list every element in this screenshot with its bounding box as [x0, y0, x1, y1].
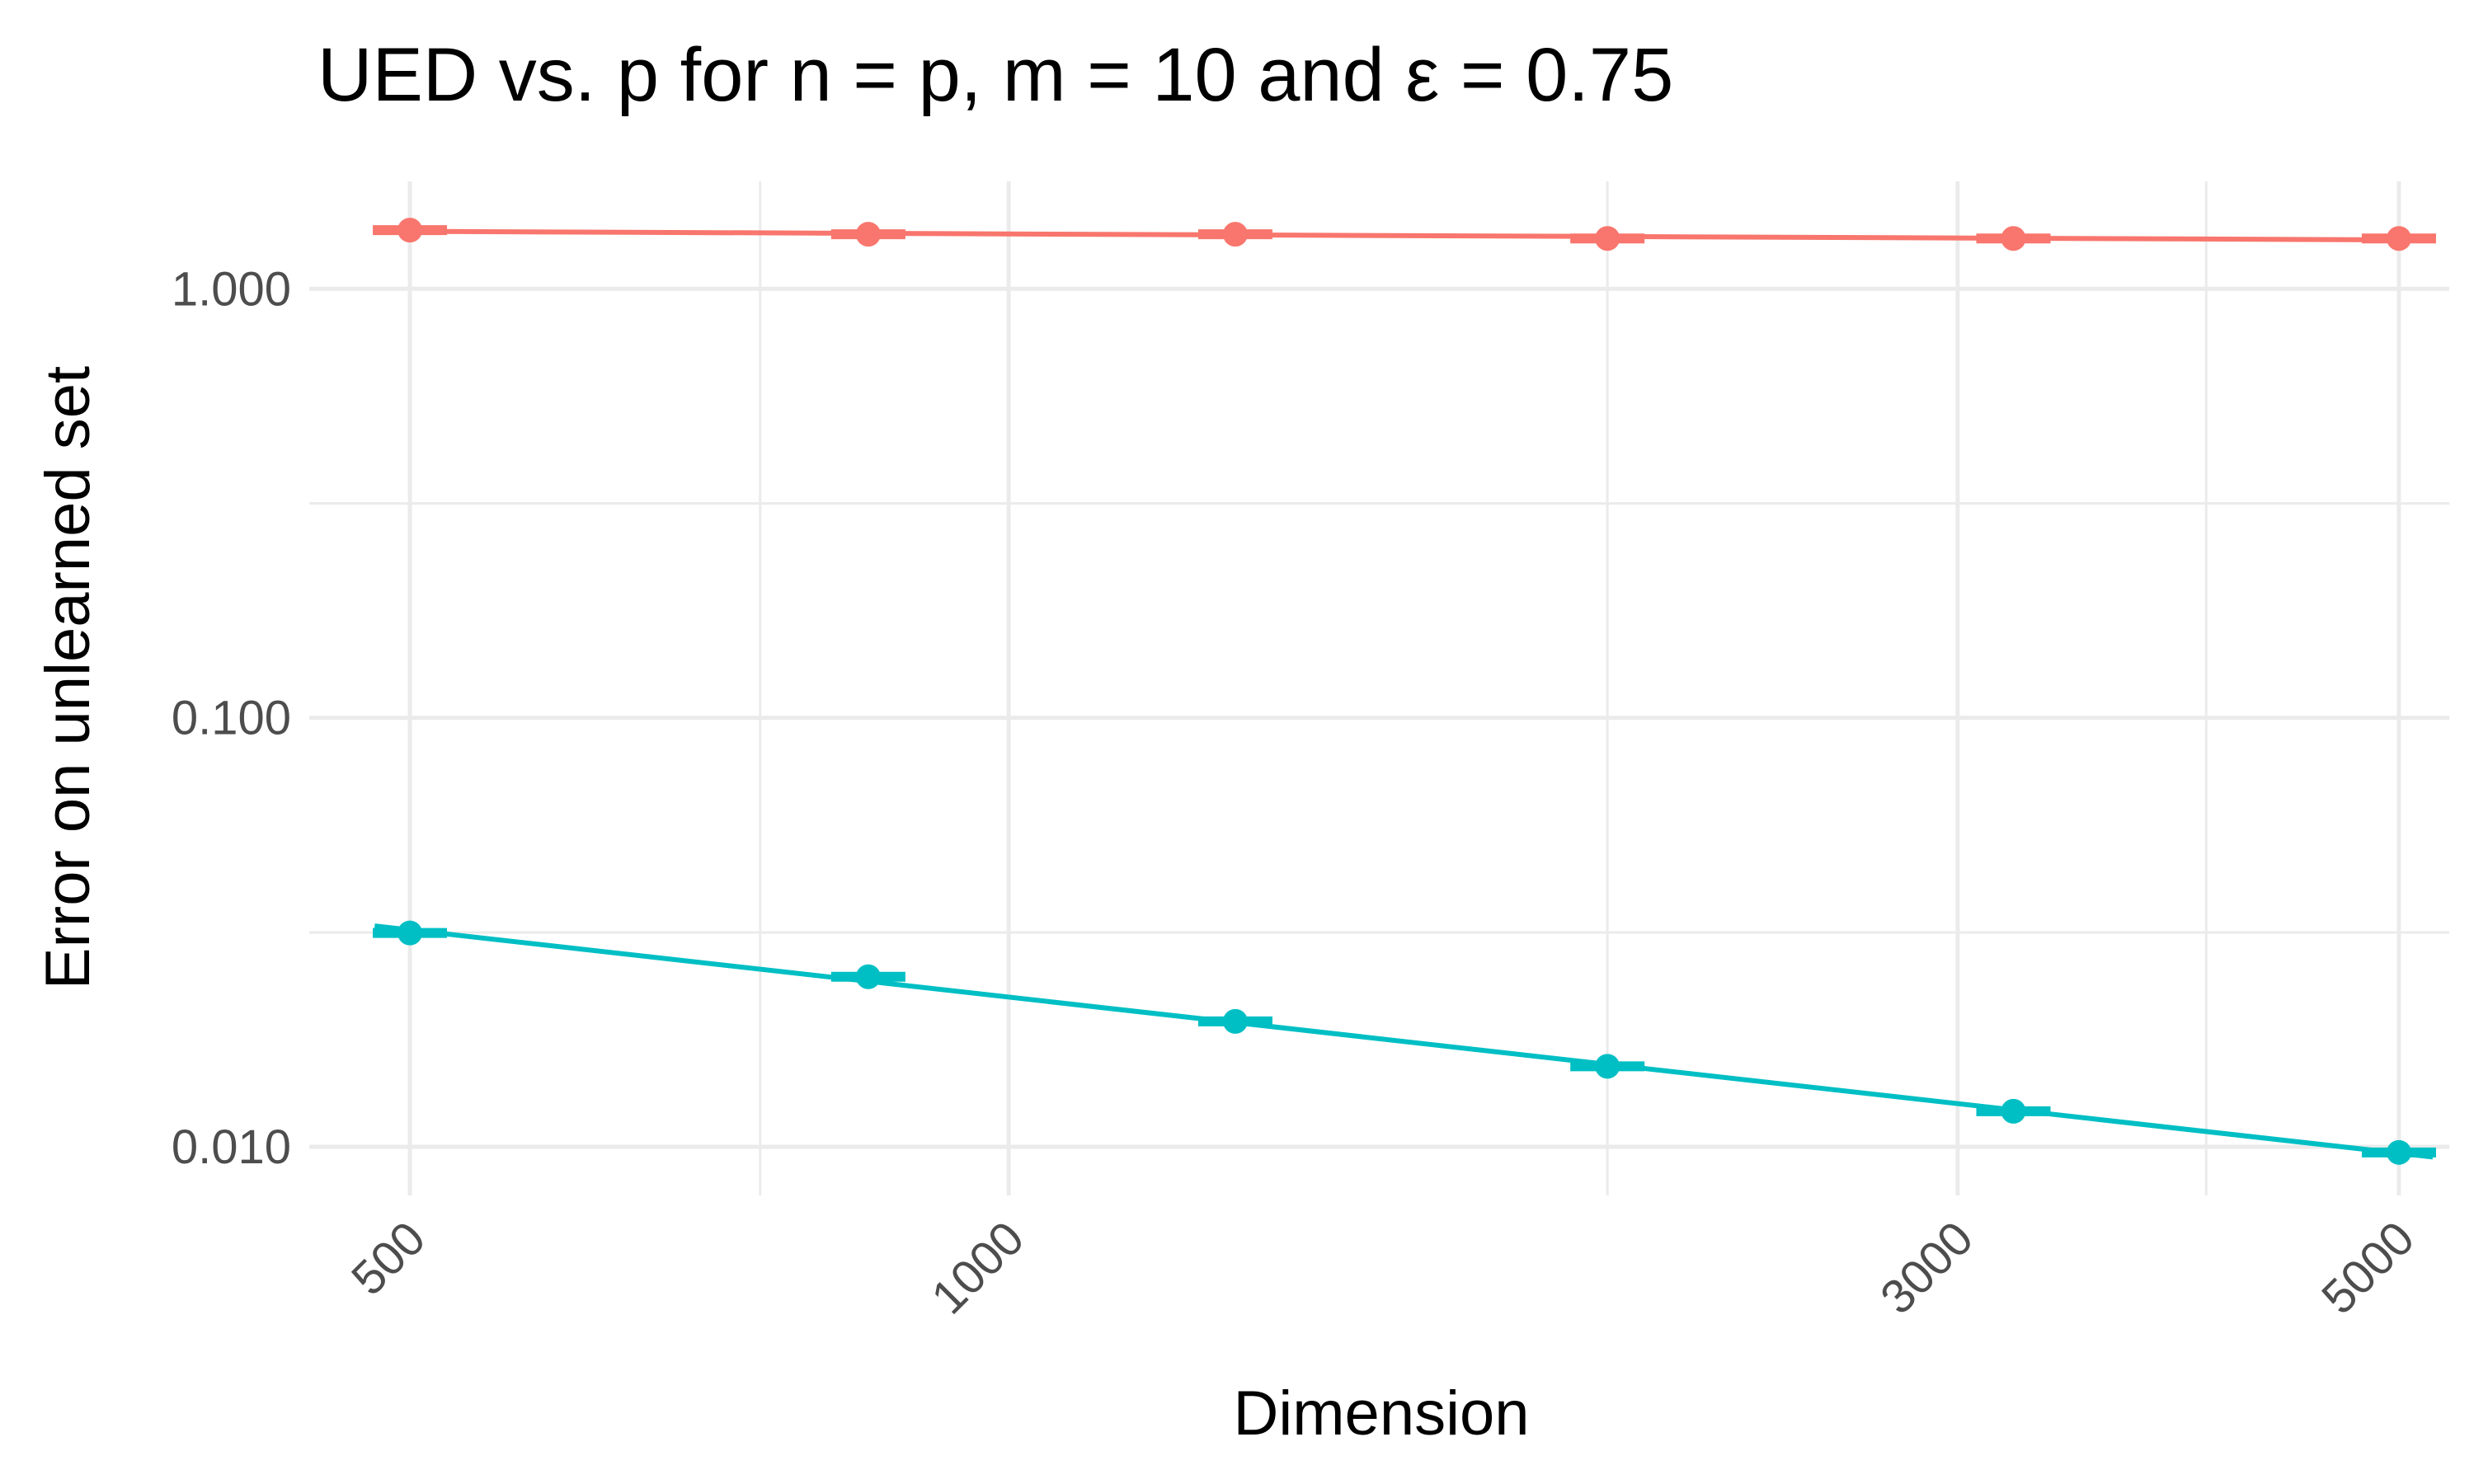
data-point [2386, 226, 2411, 251]
data-point [855, 964, 881, 989]
x-tick-label: 5000 [2312, 1211, 2425, 1324]
grid [309, 181, 2449, 1195]
data-point [1595, 1054, 1620, 1079]
data-point [397, 218, 423, 243]
x-tick-labels: 500 1000 3000 5000 [341, 1211, 2425, 1324]
data-point [2001, 226, 2026, 251]
series-layer [373, 218, 2436, 1165]
data-point [1595, 226, 1620, 251]
series-1 [373, 218, 2436, 251]
x-tick-label: 3000 [1870, 1211, 1983, 1324]
y-tick-label: 1.000 [172, 262, 291, 316]
data-point [2386, 1139, 2411, 1165]
x-axis-title: Dimension [1233, 1378, 1529, 1449]
data-point [2001, 1098, 2026, 1124]
series-2 [373, 920, 2436, 1165]
series-trend-line [374, 923, 2434, 1160]
x-tick-label: 500 [341, 1211, 435, 1305]
data-point [1222, 222, 1248, 247]
x-tick-label: 1000 [921, 1211, 1034, 1324]
chart-title: UED vs. p for n = p, m = 10 and ε = 0.75 [317, 33, 1673, 117]
y-tick-labels: 0.010 0.100 1.000 [172, 262, 291, 1174]
series-trend-line [374, 228, 2434, 243]
data-point [397, 920, 423, 946]
y-tick-label: 0.100 [172, 692, 291, 745]
data-point [855, 222, 881, 247]
y-axis-title: Error on unlearned set [33, 366, 103, 989]
data-point [1222, 1008, 1248, 1034]
y-tick-label: 0.010 [172, 1120, 291, 1174]
